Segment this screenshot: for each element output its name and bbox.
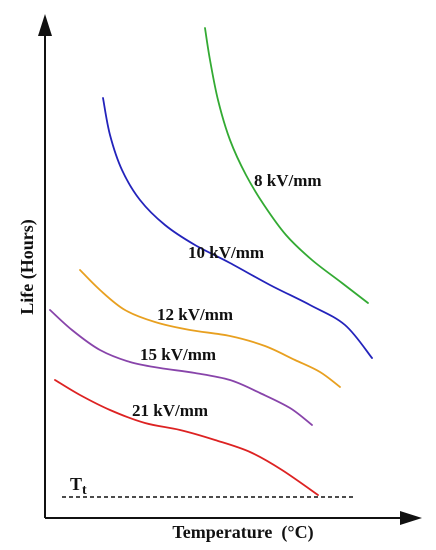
series-curves — [49, 27, 373, 496]
threshold-label-sub: t — [82, 483, 87, 498]
series-line-8-kv-mm — [204, 27, 369, 304]
series-label-8kv: 8 kV/mm — [254, 171, 322, 190]
threshold-label: Tt — [70, 474, 87, 498]
series-line-15-kv-mm — [49, 309, 313, 426]
x-axis-arrowhead — [400, 511, 422, 525]
series-label-12kv: 12 kV/mm — [157, 305, 233, 324]
y-axis-arrowhead — [38, 14, 52, 36]
x-axis-title: Temperature (°C) — [172, 522, 313, 543]
series-line-10-kv-mm — [102, 97, 373, 359]
series-line-21-kv-mm — [54, 379, 319, 496]
series-label-15kv: 15 kV/mm — [140, 345, 216, 364]
series-labels: 8 kV/mm 10 kV/mm 12 kV/mm 15 kV/mm 21 kV… — [132, 171, 322, 420]
series-label-21kv: 21 kV/mm — [132, 401, 208, 420]
series-line-12-kv-mm — [79, 269, 341, 388]
series-label-10kv: 10 kV/mm — [188, 243, 264, 262]
y-axis-title: Life (Hours) — [17, 219, 38, 314]
threshold-label-main: T — [70, 474, 82, 494]
